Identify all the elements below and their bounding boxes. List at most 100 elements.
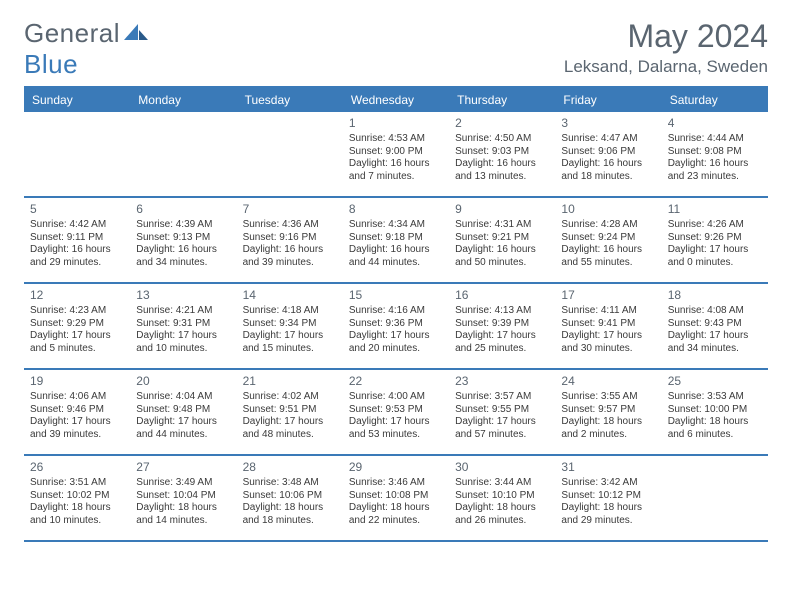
day-cell: 29Sunrise: 3:46 AMSunset: 10:08 PMDaylig… — [343, 456, 449, 540]
weekday-header: Friday — [555, 88, 661, 112]
sunrise-text: Sunrise: 4:50 AM — [455, 133, 549, 146]
calendar-grid: SundayMondayTuesdayWednesdayThursdayFrid… — [24, 86, 768, 542]
sunset-text: Sunset: 10:04 PM — [136, 490, 230, 503]
day-cell: 5Sunrise: 4:42 AMSunset: 9:11 PMDaylight… — [24, 198, 130, 282]
sunrise-text: Sunrise: 4:34 AM — [349, 219, 443, 232]
sunrise-text: Sunrise: 4:18 AM — [243, 305, 337, 318]
sunrise-text: Sunrise: 4:06 AM — [30, 391, 124, 404]
sunrise-text: Sunrise: 3:42 AM — [561, 477, 655, 490]
day-cell — [237, 112, 343, 196]
sunrise-text: Sunrise: 4:21 AM — [136, 305, 230, 318]
day-cell: 25Sunrise: 3:53 AMSunset: 10:00 PMDaylig… — [662, 370, 768, 454]
daylight-text: Daylight: 18 hours and 2 minutes. — [561, 416, 655, 441]
brand-sail-icon — [124, 18, 148, 48]
sunset-text: Sunset: 9:39 PM — [455, 318, 549, 331]
day-number: 26 — [30, 460, 124, 475]
day-cell: 20Sunrise: 4:04 AMSunset: 9:48 PMDayligh… — [130, 370, 236, 454]
week-row: 12Sunrise: 4:23 AMSunset: 9:29 PMDayligh… — [24, 284, 768, 370]
day-number: 25 — [668, 374, 762, 389]
sunset-text: Sunset: 10:08 PM — [349, 490, 443, 503]
day-cell: 8Sunrise: 4:34 AMSunset: 9:18 PMDaylight… — [343, 198, 449, 282]
sunrise-text: Sunrise: 3:57 AM — [455, 391, 549, 404]
title-block: May 2024 Leksand, Dalarna, Sweden — [564, 18, 768, 77]
day-number: 20 — [136, 374, 230, 389]
day-cell: 14Sunrise: 4:18 AMSunset: 9:34 PMDayligh… — [237, 284, 343, 368]
sunset-text: Sunset: 9:21 PM — [455, 232, 549, 245]
sunrise-text: Sunrise: 3:55 AM — [561, 391, 655, 404]
weekday-header-row: SundayMondayTuesdayWednesdayThursdayFrid… — [24, 88, 768, 112]
header: GeneralBlue May 2024 Leksand, Dalarna, S… — [24, 18, 768, 80]
sunset-text: Sunset: 9:00 PM — [349, 146, 443, 159]
month-title: May 2024 — [564, 18, 768, 55]
day-cell: 11Sunrise: 4:26 AMSunset: 9:26 PMDayligh… — [662, 198, 768, 282]
sunset-text: Sunset: 9:51 PM — [243, 404, 337, 417]
day-number: 18 — [668, 288, 762, 303]
day-cell: 2Sunrise: 4:50 AMSunset: 9:03 PMDaylight… — [449, 112, 555, 196]
sunset-text: Sunset: 9:53 PM — [349, 404, 443, 417]
sunrise-text: Sunrise: 3:46 AM — [349, 477, 443, 490]
sunset-text: Sunset: 10:10 PM — [455, 490, 549, 503]
day-cell — [662, 456, 768, 540]
daylight-text: Daylight: 18 hours and 26 minutes. — [455, 502, 549, 527]
daylight-text: Daylight: 17 hours and 20 minutes. — [349, 330, 443, 355]
weekday-header: Saturday — [662, 88, 768, 112]
sunrise-text: Sunrise: 4:28 AM — [561, 219, 655, 232]
weeks-container: 1Sunrise: 4:53 AMSunset: 9:00 PMDaylight… — [24, 112, 768, 542]
day-number: 21 — [243, 374, 337, 389]
daylight-text: Daylight: 16 hours and 50 minutes. — [455, 244, 549, 269]
day-cell: 12Sunrise: 4:23 AMSunset: 9:29 PMDayligh… — [24, 284, 130, 368]
daylight-text: Daylight: 18 hours and 29 minutes. — [561, 502, 655, 527]
sunset-text: Sunset: 9:57 PM — [561, 404, 655, 417]
week-row: 26Sunrise: 3:51 AMSunset: 10:02 PMDaylig… — [24, 456, 768, 542]
sunset-text: Sunset: 10:12 PM — [561, 490, 655, 503]
daylight-text: Daylight: 17 hours and 25 minutes. — [455, 330, 549, 355]
daylight-text: Daylight: 16 hours and 55 minutes. — [561, 244, 655, 269]
daylight-text: Daylight: 16 hours and 29 minutes. — [30, 244, 124, 269]
day-number: 29 — [349, 460, 443, 475]
sunset-text: Sunset: 9:08 PM — [668, 146, 762, 159]
day-number: 27 — [136, 460, 230, 475]
sunrise-text: Sunrise: 4:31 AM — [455, 219, 549, 232]
day-number: 30 — [455, 460, 549, 475]
sunset-text: Sunset: 9:16 PM — [243, 232, 337, 245]
daylight-text: Daylight: 16 hours and 39 minutes. — [243, 244, 337, 269]
daylight-text: Daylight: 17 hours and 57 minutes. — [455, 416, 549, 441]
sunrise-text: Sunrise: 3:48 AM — [243, 477, 337, 490]
day-number: 17 — [561, 288, 655, 303]
brand-part2: Blue — [24, 49, 78, 79]
sunrise-text: Sunrise: 4:04 AM — [136, 391, 230, 404]
daylight-text: Daylight: 16 hours and 23 minutes. — [668, 158, 762, 183]
daylight-text: Daylight: 17 hours and 15 minutes. — [243, 330, 337, 355]
day-number: 24 — [561, 374, 655, 389]
sunrise-text: Sunrise: 4:08 AM — [668, 305, 762, 318]
day-cell: 19Sunrise: 4:06 AMSunset: 9:46 PMDayligh… — [24, 370, 130, 454]
day-number: 31 — [561, 460, 655, 475]
day-cell: 26Sunrise: 3:51 AMSunset: 10:02 PMDaylig… — [24, 456, 130, 540]
day-number: 3 — [561, 116, 655, 131]
brand-text: GeneralBlue — [24, 18, 148, 80]
sunrise-text: Sunrise: 3:53 AM — [668, 391, 762, 404]
day-cell: 13Sunrise: 4:21 AMSunset: 9:31 PMDayligh… — [130, 284, 236, 368]
day-number: 9 — [455, 202, 549, 217]
sunset-text: Sunset: 9:06 PM — [561, 146, 655, 159]
sunrise-text: Sunrise: 3:44 AM — [455, 477, 549, 490]
day-cell: 4Sunrise: 4:44 AMSunset: 9:08 PMDaylight… — [662, 112, 768, 196]
sunset-text: Sunset: 9:55 PM — [455, 404, 549, 417]
day-cell — [24, 112, 130, 196]
sunset-text: Sunset: 10:02 PM — [30, 490, 124, 503]
day-number: 13 — [136, 288, 230, 303]
sunset-text: Sunset: 9:11 PM — [30, 232, 124, 245]
day-cell: 6Sunrise: 4:39 AMSunset: 9:13 PMDaylight… — [130, 198, 236, 282]
daylight-text: Daylight: 17 hours and 0 minutes. — [668, 244, 762, 269]
sunset-text: Sunset: 9:13 PM — [136, 232, 230, 245]
day-number: 12 — [30, 288, 124, 303]
day-cell: 10Sunrise: 4:28 AMSunset: 9:24 PMDayligh… — [555, 198, 661, 282]
daylight-text: Daylight: 17 hours and 5 minutes. — [30, 330, 124, 355]
day-cell: 30 Sunrise: 3:44 AMSunset: 10:10 PMDaylig… — [449, 456, 555, 540]
sunrise-text: Sunrise: 4:16 AM — [349, 305, 443, 318]
sunset-text: Sunset: 9:43 PM — [668, 318, 762, 331]
sunrise-text: Sunrise: 3:49 AM — [136, 477, 230, 490]
day-cell: 24 Sunrise: 3:55 AMSunset: 9:57 PMDayligh… — [555, 370, 661, 454]
day-cell: 18Sunrise: 4:08 AMSunset: 9:43 PMDayligh… — [662, 284, 768, 368]
day-number: 19 — [30, 374, 124, 389]
